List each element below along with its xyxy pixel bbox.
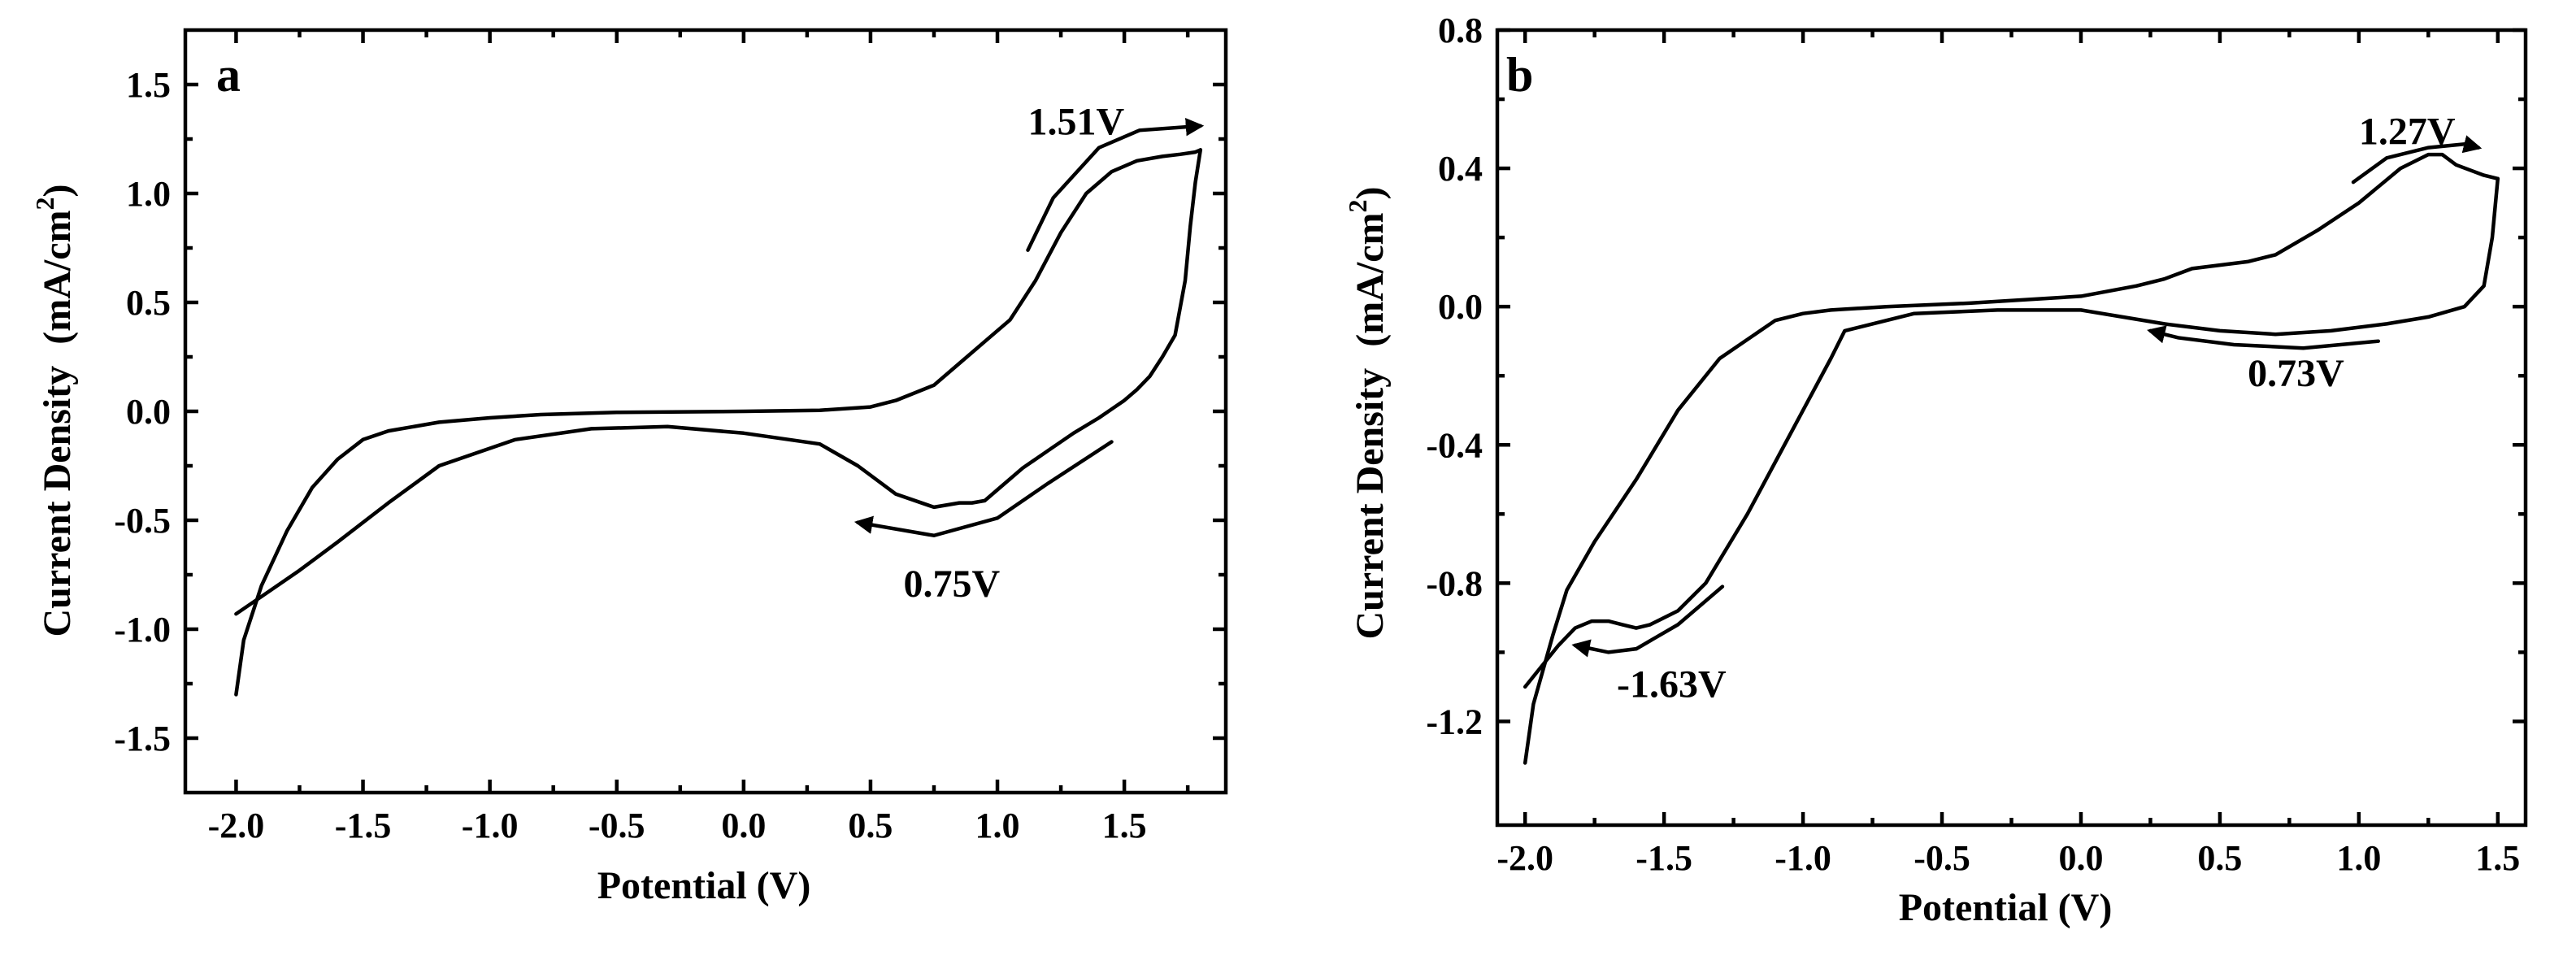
scan-direction-arrow	[1026, 117, 1205, 252]
x-tick-label: -2.0	[208, 806, 265, 845]
peak-annotation: 0.73V	[2248, 352, 2344, 395]
x-tick-label: 1.5	[1102, 806, 1147, 845]
y-tick-label: 0.0	[1438, 287, 1483, 327]
x-tick-label: 1.0	[2336, 838, 2381, 878]
panel-label: a	[216, 48, 241, 102]
y-tick-label: 0.8	[1438, 11, 1483, 50]
x-tick-label: -1.5	[335, 806, 392, 845]
x-tick-label: 0.0	[721, 806, 766, 845]
scan-direction-arrow	[854, 440, 1114, 538]
x-tick-label: -0.5	[1914, 838, 1970, 878]
x-tick-label: -0.5	[589, 806, 645, 845]
y-tick-label: -0.5	[114, 501, 171, 541]
x-tick-label: 1.0	[975, 806, 1020, 845]
peak-annotation: 1.51V	[1027, 101, 1124, 144]
x-tick-label: 0.5	[2197, 838, 2242, 878]
scan-direction-arrow	[2351, 135, 2483, 185]
x-tick-label: -1.0	[462, 806, 519, 845]
x-tick-label: -1.5	[1636, 838, 1692, 878]
series-line-reverse-scan	[234, 148, 1203, 616]
x-tick-label: 0.5	[848, 806, 893, 845]
x-tick-label: -1.0	[1775, 838, 1831, 878]
y-tick-label: -1.2	[1426, 702, 1483, 741]
series-line-forward-scan	[234, 148, 1203, 697]
x-tick-label: 1.5	[2475, 838, 2520, 878]
y-axis-label: Current Density (mA/cm2)	[30, 185, 79, 637]
y-tick-label: -0.8	[1426, 563, 1483, 603]
x-tick-label: -2.0	[1497, 838, 1553, 878]
peak-annotation: -1.63V	[1617, 663, 1727, 706]
y-tick-label: 0.4	[1438, 149, 1483, 189]
y-tick-label: 1.0	[126, 174, 171, 214]
x-axis-label: Potential (V)	[597, 864, 811, 907]
y-tick-label: -1.5	[114, 719, 171, 758]
y-tick-label: 0.5	[126, 283, 171, 323]
y-tick-label: -1.0	[114, 610, 171, 650]
y-axis-label: Current Density (mA/cm2)	[1343, 187, 1392, 640]
x-axis-label: Potential (V)	[1899, 886, 2113, 929]
y-tick-label: -0.4	[1426, 425, 1483, 465]
chart-panel-b: Current Density (mA/cm2) Potential (V) -…	[1343, 11, 2528, 929]
y-tick-label: 1.5	[126, 65, 171, 105]
peak-annotation: 0.75V	[904, 563, 1001, 606]
peak-annotation: 1.27V	[2359, 110, 2456, 153]
x-tick-label: 0.0	[2058, 838, 2103, 878]
series-line-forward-scan	[1523, 152, 2500, 765]
panel-label: b	[1506, 48, 1533, 102]
y-tick-label: 0.0	[126, 392, 171, 432]
scan-direction-arrow	[1571, 584, 1725, 658]
chart-panel-a: Current Density (mA/cm2) Potential (V) -…	[30, 28, 1228, 907]
scan-direction-arrow	[2147, 325, 2381, 350]
series-line-reverse-scan	[1523, 176, 2500, 689]
